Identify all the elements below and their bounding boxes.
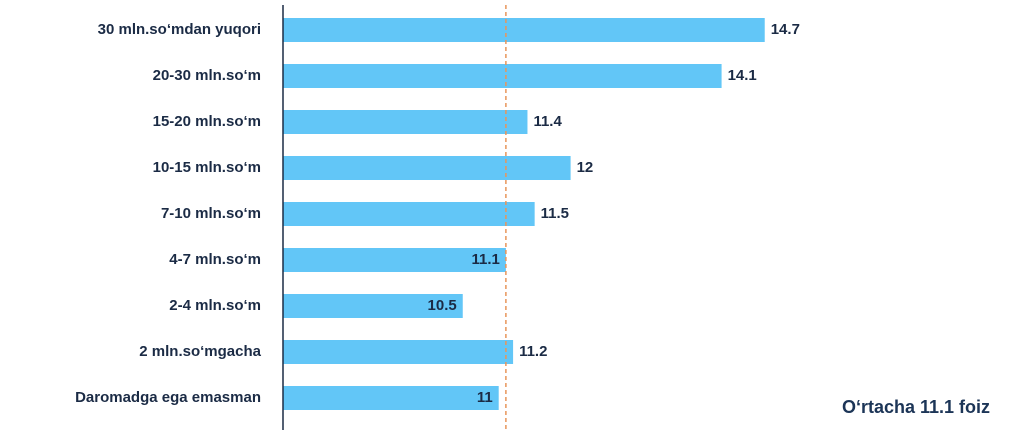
bar <box>283 248 506 272</box>
value-label: 11.5 <box>541 205 569 222</box>
value-label: 12 <box>577 159 594 176</box>
category-label: 10-15 mln.so‘m <box>153 159 261 176</box>
bar <box>283 386 499 410</box>
category-label: 15-20 mln.so‘m <box>153 113 261 130</box>
bar <box>283 64 722 88</box>
category-label: 2-4 mln.so‘m <box>169 297 261 314</box>
value-label: 14.7 <box>771 21 800 38</box>
bar <box>283 18 765 42</box>
bar <box>283 294 463 318</box>
value-label: 11 <box>477 389 493 406</box>
bar <box>283 156 571 180</box>
category-label: 20-30 mln.so‘m <box>153 67 261 84</box>
category-label: 2 mln.so‘mgacha <box>139 343 261 360</box>
category-label: 30 mln.so‘mdan yuqori <box>98 21 261 38</box>
category-label: 4-7 mln.so‘m <box>169 251 261 268</box>
value-label: 11.1 <box>472 251 500 268</box>
value-label: 14.1 <box>728 67 757 84</box>
category-label: 7-10 mln.so‘m <box>161 205 261 222</box>
value-label: 11.4 <box>533 113 562 130</box>
annotation: O‘rtacha 11.1 foiz <box>842 397 990 417</box>
value-label: 11.2 <box>519 343 547 360</box>
value-label: 10.5 <box>428 297 457 314</box>
category-label: Daromadga ega emasman <box>75 389 261 406</box>
bar <box>283 110 528 134</box>
bar <box>283 340 514 364</box>
bar <box>283 202 535 226</box>
